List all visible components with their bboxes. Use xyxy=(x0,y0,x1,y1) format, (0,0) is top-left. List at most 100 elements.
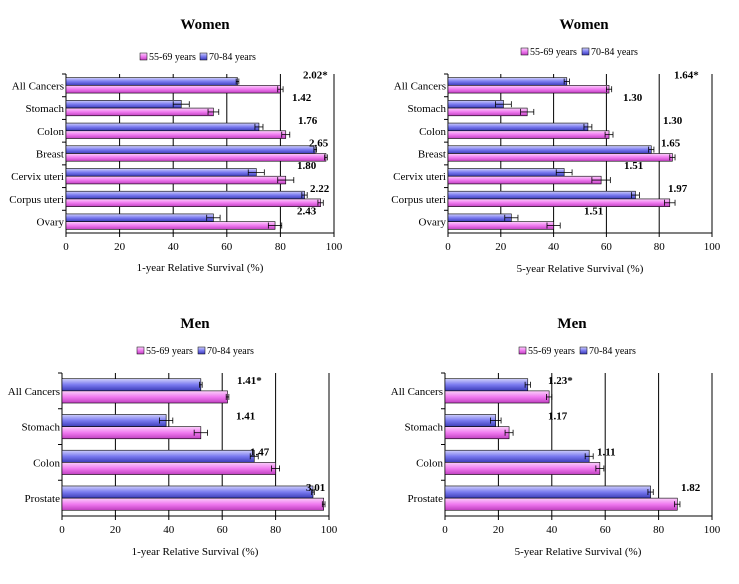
ratio-label-colon: 1.47 xyxy=(250,446,270,458)
error-bar-all-cancers-55-69 xyxy=(277,86,284,93)
ratio-label-prostate: 1.82 xyxy=(681,482,701,494)
error-bar-breast-70-84 xyxy=(648,146,655,153)
ratio-label-corpus-uteri: 2.22 xyxy=(310,183,330,195)
bar-colon-55-69 xyxy=(65,130,287,139)
error-bar-stomach-55-69 xyxy=(520,108,535,115)
legend: 55-69 years 70-84 years xyxy=(520,47,638,58)
category-label-colon: Colon xyxy=(416,457,443,469)
x-tick-label: 0 xyxy=(442,524,448,536)
error-bar-cervix-uteri-55-69 xyxy=(277,177,295,184)
ratio-label-stomach: 1.30 xyxy=(623,92,643,104)
ratio-label-cervix-uteri: 1.51 xyxy=(624,160,643,172)
error-bar-prostate-55-69 xyxy=(321,501,326,508)
category-label-all-cancers: All Cancers xyxy=(394,80,446,92)
bar-all-cancers-55-69 xyxy=(61,390,228,404)
error-bar-all-cancers-70-84 xyxy=(199,381,203,388)
plot-area: 0 20 40 60 80 100 All Cancers 2.02* Stomach 1.42 C… xyxy=(9,69,342,253)
ratio-label-stomach: 1.17 xyxy=(548,411,568,423)
bar-colon-70-84 xyxy=(444,449,590,463)
legend-swatch-70-84 xyxy=(581,47,590,56)
bar-breast-55-69 xyxy=(65,153,327,162)
error-bar-cervix-uteri-70-84 xyxy=(555,169,573,176)
ratio-label-colon: 1.11 xyxy=(597,446,616,458)
bar-ovary-55-69 xyxy=(65,221,276,230)
legend-swatch-55-69 xyxy=(520,47,529,56)
legend-label-70-84: 70-84 years xyxy=(209,52,256,63)
error-bar-cervix-uteri-70-84 xyxy=(247,169,265,176)
category-label-all-cancers: All Cancers xyxy=(12,80,64,92)
x-tick-label: 80 xyxy=(275,241,287,253)
legend-label-55-69: 55-69 years xyxy=(530,47,577,58)
bar-colon-70-84 xyxy=(61,449,255,463)
x-tick-label: 60 xyxy=(601,241,613,253)
error-bar-all-cancers-55-69 xyxy=(225,393,230,400)
bar-ovary-70-84 xyxy=(447,213,512,222)
bar-colon-55-69 xyxy=(447,130,610,139)
bar-cervix-uteri-70-84 xyxy=(65,168,257,177)
legend-label-55-69: 55-69 years xyxy=(146,346,193,357)
chart-title: Women xyxy=(559,17,609,33)
x-tick-label: 20 xyxy=(110,524,122,536)
bar-colon-55-69 xyxy=(61,462,276,475)
ratio-label-colon: 1.30 xyxy=(663,115,683,127)
x-tick-label: 40 xyxy=(163,524,175,536)
legend-label-70-84: 70-84 years xyxy=(207,346,254,357)
ratio-label-colon: 1.76 xyxy=(298,115,318,127)
x-tick-label: 40 xyxy=(168,241,180,253)
x-tick-label: 80 xyxy=(653,524,665,536)
legend-label-55-69: 55-69 years xyxy=(149,52,196,63)
legend-label-70-84: 70-84 years xyxy=(589,346,636,357)
ratio-label-all-cancers: 1.41* xyxy=(237,375,262,387)
bar-stomach-70-84 xyxy=(61,414,167,427)
error-bar-prostate-55-69 xyxy=(674,501,681,508)
chart-men-1yr: Men 55-69 years 70-84 years 0 20 40 60 80 100… xyxy=(8,316,338,558)
category-label-prostate: Prostate xyxy=(25,493,61,505)
bar-prostate-55-69 xyxy=(444,497,678,511)
category-label-breast: Breast xyxy=(36,149,64,161)
bar-stomach-70-84 xyxy=(65,100,182,109)
error-bar-colon-70-84 xyxy=(254,123,264,130)
bar-stomach-55-69 xyxy=(444,426,510,440)
category-label-stomach: Stomach xyxy=(405,422,444,434)
ratio-label-breast: 1.65 xyxy=(661,138,681,150)
ratio-label-prostate: 3.01 xyxy=(306,482,325,494)
legend-swatch-55-69 xyxy=(518,346,527,355)
bar-colon-70-84 xyxy=(447,122,589,132)
legend-swatch-55-69 xyxy=(136,346,145,355)
plot-area: 0 20 40 60 80 100 All Cancers 1.23* Stomach 1.17 C… xyxy=(391,372,721,536)
error-bar-all-cancers-70-84 xyxy=(563,78,570,85)
chart-title: Men xyxy=(180,316,210,332)
error-bar-corpus-uteri-55-69 xyxy=(664,199,676,206)
ratio-label-all-cancers: 2.02* xyxy=(303,69,328,81)
chart-title: Men xyxy=(557,316,587,332)
legend-swatch-70-84 xyxy=(199,52,208,61)
bar-colon-55-69 xyxy=(444,462,601,475)
x-tick-label: 40 xyxy=(548,241,560,253)
category-label-prostate: Prostate xyxy=(408,493,444,505)
category-label-stomach: Stomach xyxy=(22,422,61,434)
error-bar-ovary-55-69 xyxy=(546,222,561,229)
bar-all-cancers-55-69 xyxy=(447,85,610,94)
bar-breast-70-84 xyxy=(65,145,316,154)
error-bar-colon-55-69 xyxy=(271,465,281,472)
x-tick-label: 80 xyxy=(270,524,282,536)
ratio-label-stomach: 1.41 xyxy=(236,411,255,423)
error-bar-stomach-55-69 xyxy=(193,429,208,436)
bar-colon-70-84 xyxy=(65,122,260,132)
ratio-label-breast: 2.65 xyxy=(309,138,329,150)
x-tick-label: 80 xyxy=(654,241,666,253)
x-tick-label: 20 xyxy=(493,524,505,536)
category-label-corpus-uteri: Corpus uteri xyxy=(391,194,446,206)
error-bar-stomach-70-84 xyxy=(489,417,502,424)
legend-label-55-69: 55-69 years xyxy=(528,346,575,357)
x-axis-title: 1-year Relative Survival (%) xyxy=(132,546,259,558)
chart-women-5yr: Women 55-69 years 70-84 years 0 20 40 60 80 1… xyxy=(391,17,720,275)
error-bar-breast-55-69 xyxy=(669,154,676,161)
x-tick-label: 0 xyxy=(59,524,65,536)
error-bar-all-cancers-70-84 xyxy=(235,78,240,85)
ratio-label-all-cancers: 1.23* xyxy=(548,375,573,387)
category-label-ovary: Ovary xyxy=(37,217,65,229)
category-label-ovary: Ovary xyxy=(419,217,447,229)
category-label-colon: Colon xyxy=(33,457,60,469)
